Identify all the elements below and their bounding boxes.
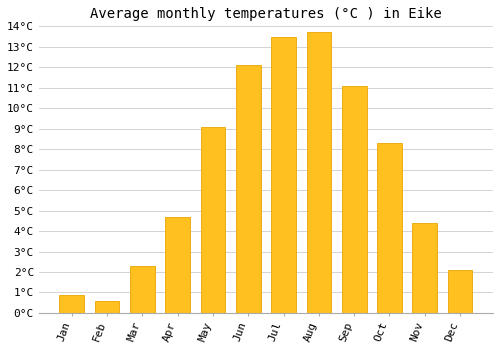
Bar [60,295,84,313]
Bar [94,301,120,313]
Bar [166,217,190,313]
Bar [271,36,296,313]
Bar [412,223,437,313]
Bar [448,270,472,313]
Bar [306,33,331,313]
Title: Average monthly temperatures (°C ) in Eike: Average monthly temperatures (°C ) in Ei… [90,7,442,21]
Bar [236,65,260,313]
Bar [377,143,402,313]
Bar [200,127,226,313]
Bar [130,266,155,313]
Bar [342,86,366,313]
